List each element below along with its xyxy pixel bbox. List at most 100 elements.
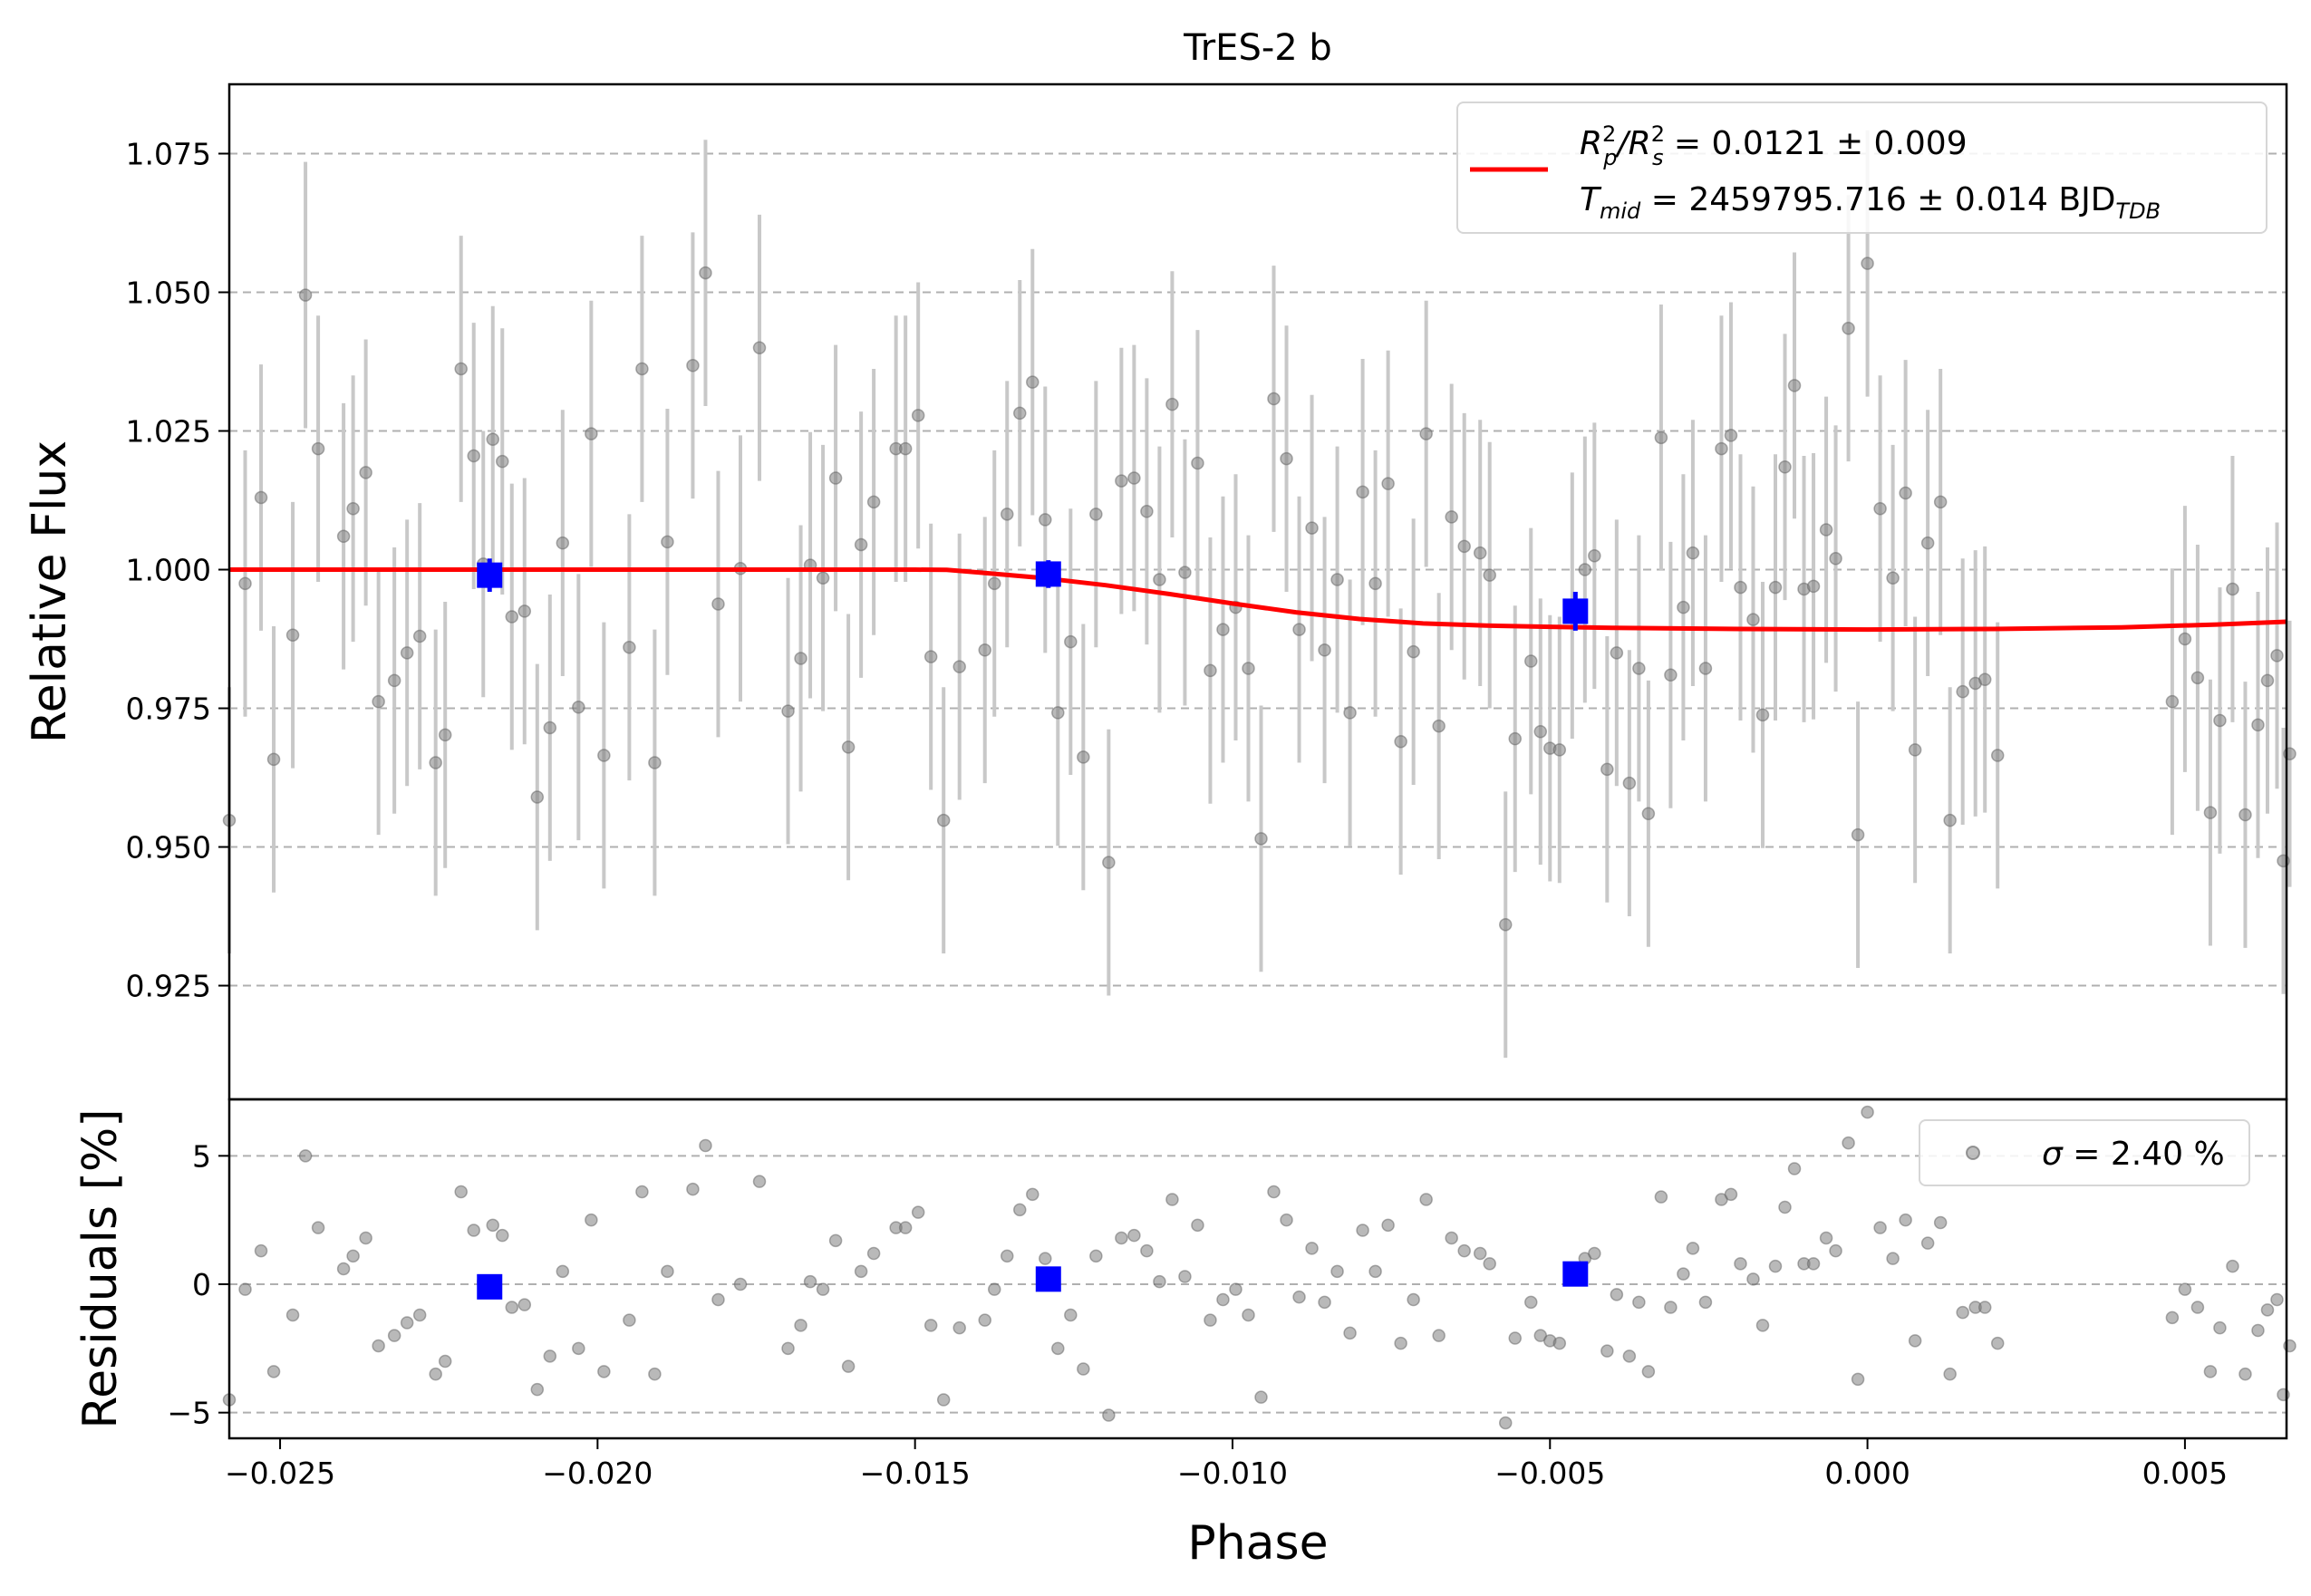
data-point: [1819, 523, 1833, 537]
data-point: [2190, 671, 2205, 685]
residual-point: [1115, 1231, 1128, 1245]
data-point: [1956, 684, 1969, 699]
residual-point: [429, 1367, 442, 1381]
data-point: [1724, 429, 1738, 442]
residual-legend-box: [1919, 1119, 2250, 1186]
data-point: [1077, 750, 1090, 764]
data-point: [1632, 662, 1646, 675]
sigma-value: = 2.40 %: [2063, 1136, 2225, 1173]
data-point: [699, 266, 712, 280]
xtick-label: 0.005: [2142, 1456, 2228, 1491]
residual-point: [1977, 1301, 1992, 1314]
residual-point: [1899, 1213, 1912, 1227]
xtick-label: −0.025: [225, 1456, 335, 1491]
data-point: [1698, 662, 1713, 675]
residual-point: [1254, 1390, 1268, 1404]
data-point: [1343, 706, 1357, 720]
data-point: [1102, 856, 1116, 869]
data-point: [585, 427, 598, 440]
residual-point: [556, 1264, 570, 1279]
residual-point: [623, 1313, 636, 1327]
data-point: [2165, 694, 2180, 709]
data-point: [1419, 427, 1433, 440]
data-point: [866, 495, 881, 509]
main-ytick-label: 1.000: [126, 553, 211, 588]
legend-r2-sub: s: [1652, 145, 1664, 170]
residual-point: [254, 1243, 268, 1258]
residual-point: [1886, 1252, 1900, 1265]
data-point: [1734, 580, 1747, 595]
residual-point: [1039, 1252, 1052, 1265]
data-point: [454, 362, 468, 376]
residual-point: [803, 1274, 817, 1289]
residual-point: [2178, 1282, 2192, 1296]
data-point: [530, 790, 545, 804]
data-point: [911, 409, 925, 422]
data-point: [254, 490, 268, 505]
residual-point: [828, 1233, 843, 1248]
residual-point: [1483, 1257, 1496, 1271]
data-point: [572, 701, 585, 714]
data-point: [1641, 807, 1656, 821]
legend-t-sub: mid: [1600, 198, 1641, 224]
residual-point: [699, 1138, 712, 1153]
data-point: [496, 454, 509, 469]
legend-ratio-value: = 0.0121 ± 0.009: [1663, 125, 1967, 162]
data-point: [1977, 672, 1992, 686]
residual-point: [1920, 1236, 1935, 1250]
residual-y-ticks: −5 0 5: [167, 1138, 229, 1431]
residual-point: [1724, 1187, 1738, 1202]
residual-point: [285, 1308, 300, 1322]
residual-point: [1677, 1267, 1690, 1281]
residual-point: [1861, 1105, 1874, 1119]
residual-point: [2226, 1259, 2239, 1273]
residual-y-axis-title: Residuals [%]: [73, 1108, 128, 1428]
residual-point: [2203, 1365, 2218, 1378]
residual-point: [1473, 1246, 1487, 1261]
legend-r1-sub: p: [1602, 145, 1617, 170]
residual-legend-marker: [1966, 1146, 1980, 1160]
legend-r2: /R: [1615, 125, 1651, 162]
residual-point: [1204, 1313, 1217, 1327]
residual-point: [597, 1365, 611, 1378]
residual-point: [1457, 1243, 1471, 1258]
main-plot-frame: [227, 82, 2288, 1101]
residual-point: [952, 1320, 966, 1335]
data-point: [1089, 508, 1103, 521]
data-point: [1588, 548, 1601, 563]
data-point: [1153, 573, 1166, 586]
data-point: [1933, 495, 1948, 509]
data-point: [1851, 827, 1865, 842]
residual-binned-point: [1035, 1266, 1061, 1292]
legend-r2-sup: 2: [1651, 121, 1665, 147]
residual-point: [1013, 1203, 1027, 1217]
residual-point: [454, 1185, 468, 1199]
data-point: [923, 650, 938, 663]
data-point: [1001, 508, 1014, 521]
main-y-ticks: 0.925 0.950 0.975 1.000 1.025 1.050 1.075: [126, 137, 229, 1004]
data-point: [1280, 451, 1293, 466]
data-point: [1715, 441, 1728, 456]
residual-point: [1787, 1162, 1802, 1175]
legend-tdb-sub: TDB: [2115, 198, 2161, 224]
data-point: [1178, 566, 1192, 579]
data-point: [1806, 579, 1821, 594]
residual-point: [2270, 1292, 2284, 1307]
data-point: [336, 529, 351, 544]
data-point: [1600, 762, 1614, 777]
data-point: [1191, 456, 1204, 470]
residual-point: [987, 1282, 1001, 1296]
data-point: [285, 628, 300, 642]
data-point: [597, 749, 611, 762]
residual-grid: [229, 1155, 2287, 1414]
xtick-label: 0.000: [1824, 1456, 1910, 1491]
residual-point: [1524, 1295, 1538, 1310]
residual-point: [372, 1339, 385, 1353]
residual-point: [1842, 1136, 1855, 1150]
data-point: [266, 752, 281, 767]
data-point: [1026, 375, 1039, 389]
residual-point: [1943, 1367, 1957, 1381]
data-point: [346, 501, 360, 516]
sigma-symbol: σ: [2042, 1136, 2064, 1173]
data-point: [828, 471, 843, 485]
